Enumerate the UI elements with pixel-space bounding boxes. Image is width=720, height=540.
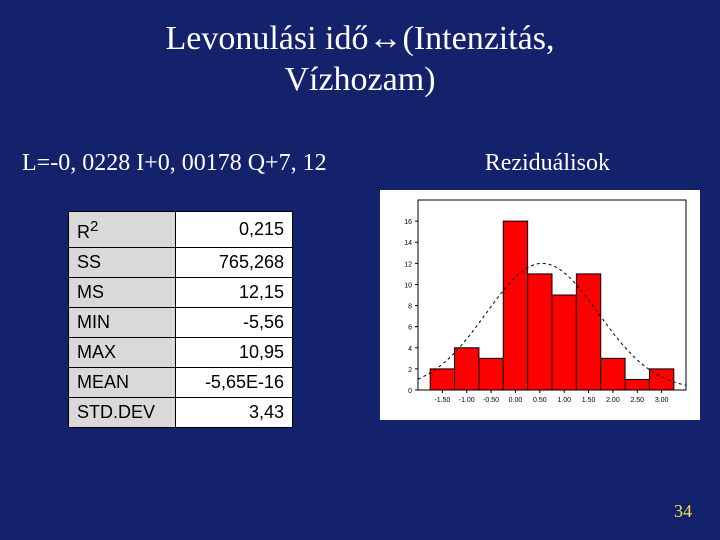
- svg-text:3.00: 3.00: [655, 397, 669, 404]
- svg-text:14: 14: [404, 240, 412, 247]
- stats-table: R20,215SS765,268MS12,15MIN-5,56MAX10,95M…: [68, 211, 293, 428]
- svg-text:-0.50: -0.50: [483, 397, 499, 404]
- svg-text:2.50: 2.50: [630, 397, 644, 404]
- stat-value: 0,215: [176, 212, 293, 248]
- residuals-histogram: 0 2 4 6 8 10 12 14 16 -1.50 -1.00 -0.50 0.00 0.50 1.00…: [380, 190, 700, 420]
- table-row: MAX10,95: [69, 338, 293, 368]
- title-text-1: Levonulási idő: [165, 20, 368, 57]
- slide-title: Levonulási idő↔(Intenzitás, Vízhozam): [0, 0, 720, 101]
- stat-value: -5,56: [176, 308, 293, 338]
- title-arrow-icon: ↔: [369, 19, 403, 57]
- title-text-2: Vízhozam): [284, 61, 435, 98]
- svg-text:8: 8: [408, 304, 412, 311]
- svg-text:12: 12: [404, 261, 412, 268]
- regression-formula: L=-0, 0228 I+0, 00178 Q+7, 12: [22, 150, 327, 177]
- stat-key: MAX: [69, 338, 176, 368]
- stat-key: MIN: [69, 308, 176, 338]
- svg-text:0: 0: [408, 388, 412, 395]
- stat-key: STD.DEV: [69, 398, 176, 428]
- svg-text:1.50: 1.50: [582, 397, 596, 404]
- stat-key: MEAN: [69, 368, 176, 398]
- title-text-paren: (Intenzitás,: [403, 20, 555, 57]
- table-row: STD.DEV3,43: [69, 398, 293, 428]
- svg-text:1.00: 1.00: [557, 397, 571, 404]
- svg-text:-1.50: -1.50: [434, 397, 450, 404]
- stat-value: 10,95: [176, 338, 293, 368]
- stat-value: -5,65E-16: [176, 368, 293, 398]
- svg-text:0.50: 0.50: [533, 397, 547, 404]
- table-row: MS12,15: [69, 278, 293, 308]
- stat-value: 3,43: [176, 398, 293, 428]
- stat-key: R2: [69, 212, 176, 248]
- svg-text:2.00: 2.00: [606, 397, 620, 404]
- svg-text:6: 6: [408, 325, 412, 332]
- svg-text:-1.00: -1.00: [459, 397, 475, 404]
- stat-value: 765,268: [176, 248, 293, 278]
- table-row: MEAN-5,65E-16: [69, 368, 293, 398]
- table-row: MIN-5,56: [69, 308, 293, 338]
- svg-text:0.00: 0.00: [509, 397, 523, 404]
- stat-key: SS: [69, 248, 176, 278]
- table-row: R20,215: [69, 212, 293, 248]
- svg-text:2: 2: [408, 367, 412, 374]
- svg-text:4: 4: [408, 346, 412, 353]
- svg-text:10: 10: [404, 282, 412, 289]
- svg-text:16: 16: [404, 219, 412, 226]
- table-row: SS765,268: [69, 248, 293, 278]
- histogram-svg: 0 2 4 6 8 10 12 14 16 -1.50 -1.00 -0.50 0.00 0.50 1.00…: [380, 190, 700, 420]
- stat-key: MS: [69, 278, 176, 308]
- residuals-label: Reziduálisok: [485, 150, 610, 177]
- page-number: 34: [674, 501, 692, 522]
- slide: Levonulási idő↔(Intenzitás, Vízhozam) L=…: [0, 0, 720, 540]
- stat-value: 12,15: [176, 278, 293, 308]
